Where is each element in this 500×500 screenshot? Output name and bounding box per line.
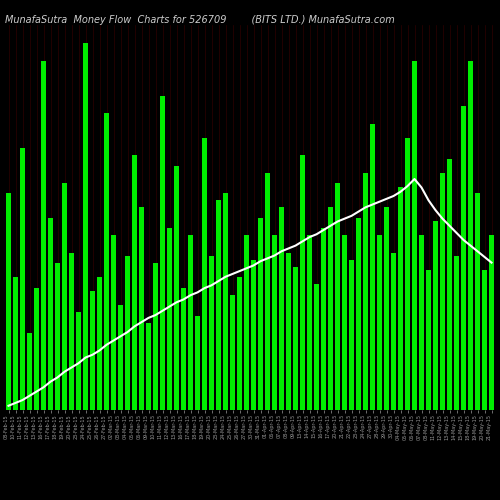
Bar <box>398 186 404 410</box>
Bar <box>454 256 460 410</box>
Bar <box>110 236 116 410</box>
Bar <box>432 222 438 410</box>
Bar <box>40 61 46 410</box>
Bar <box>6 194 12 410</box>
Bar <box>264 172 270 410</box>
Bar <box>216 200 222 410</box>
Bar <box>342 236 347 410</box>
Bar <box>320 228 326 410</box>
Bar <box>118 305 124 410</box>
Bar <box>82 44 88 410</box>
Bar <box>188 236 194 410</box>
Bar <box>244 236 250 410</box>
Bar <box>482 270 488 410</box>
Bar <box>208 256 214 410</box>
Bar <box>90 292 96 410</box>
Bar <box>160 96 166 410</box>
Bar <box>258 218 264 410</box>
Bar <box>48 218 54 410</box>
Bar <box>446 158 452 410</box>
Bar <box>68 253 74 410</box>
Bar <box>12 278 18 410</box>
Bar <box>132 155 138 410</box>
Bar <box>236 278 242 410</box>
Bar <box>334 183 340 410</box>
Bar <box>376 236 382 410</box>
Bar <box>460 106 466 410</box>
Bar <box>292 267 298 410</box>
Bar <box>54 264 60 410</box>
Bar <box>26 333 32 410</box>
Bar <box>278 208 284 410</box>
Bar <box>418 236 424 410</box>
Bar <box>180 288 186 410</box>
Bar <box>250 260 256 410</box>
Bar <box>272 236 278 410</box>
Bar <box>104 113 110 410</box>
Bar <box>300 155 306 410</box>
Bar <box>474 194 480 410</box>
Bar <box>166 228 172 410</box>
Bar <box>62 183 68 410</box>
Bar <box>306 236 312 410</box>
Bar <box>404 138 410 410</box>
Bar <box>202 138 207 410</box>
Bar <box>384 208 390 410</box>
Bar <box>20 148 26 410</box>
Bar <box>356 218 362 410</box>
Bar <box>314 284 320 410</box>
Bar <box>174 166 180 410</box>
Bar <box>370 124 376 410</box>
Bar <box>194 316 200 410</box>
Bar <box>146 322 152 410</box>
Bar <box>286 253 292 410</box>
Bar <box>348 260 354 410</box>
Bar <box>412 61 418 410</box>
Bar <box>124 256 130 410</box>
Bar <box>96 278 102 410</box>
Bar <box>34 288 40 410</box>
Bar <box>488 236 494 410</box>
Bar <box>426 270 432 410</box>
Bar <box>390 253 396 410</box>
Bar <box>362 172 368 410</box>
Bar <box>152 264 158 410</box>
Bar <box>76 312 82 410</box>
Bar <box>138 208 144 410</box>
Bar <box>440 172 446 410</box>
Bar <box>230 295 235 410</box>
Bar <box>222 194 228 410</box>
Text: MunafaSutra  Money Flow  Charts for 526709        (BITS LTD.) MunafaSutra.com: MunafaSutra Money Flow Charts for 526709… <box>5 15 395 25</box>
Bar <box>468 61 473 410</box>
Bar <box>328 208 334 410</box>
